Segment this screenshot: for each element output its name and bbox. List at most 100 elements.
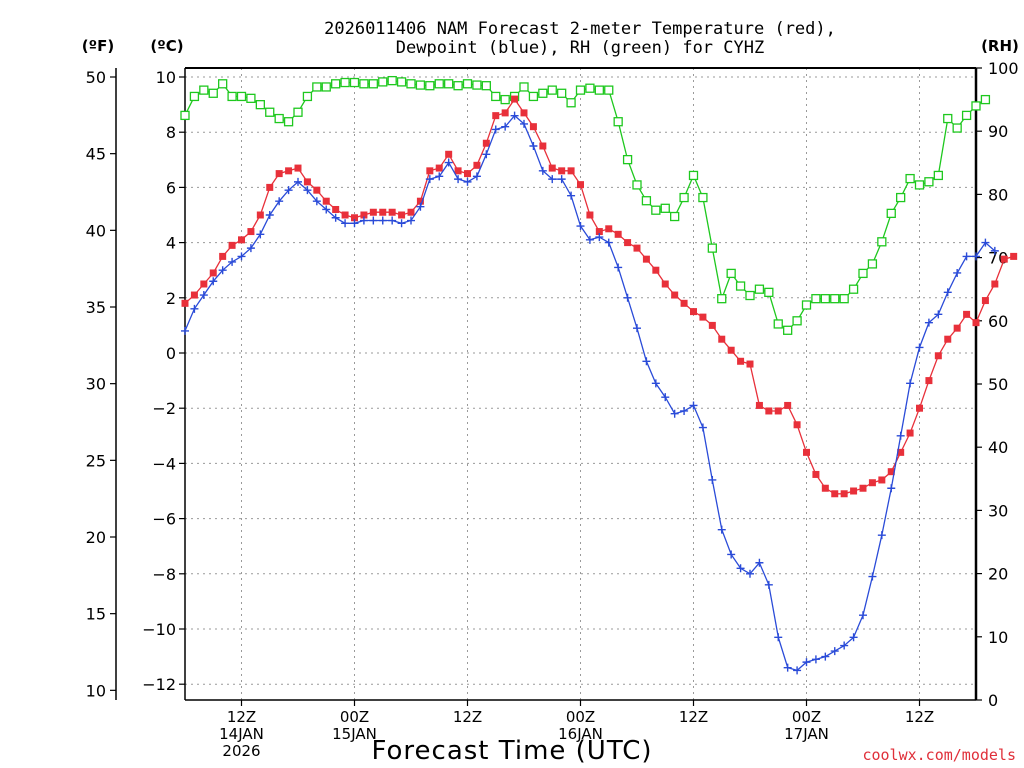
rh-tick-label: 20 — [988, 565, 1008, 584]
rh-point — [867, 259, 878, 269]
temperature-point — [765, 407, 773, 415]
dewpoint-point — [576, 222, 585, 231]
temperature-point — [219, 252, 227, 260]
rh-point — [792, 316, 802, 326]
dewpoint-point — [727, 550, 736, 559]
dewpoint-point — [538, 166, 547, 175]
x-tick-label: 00Z — [792, 708, 821, 726]
dewpoint-point — [924, 318, 933, 327]
temperature-point — [539, 142, 547, 150]
rh-point — [877, 237, 887, 247]
dewpoint-point — [840, 641, 849, 650]
dewpoint-point — [651, 379, 660, 388]
temperature-point — [445, 150, 453, 158]
rh-point — [189, 91, 200, 102]
temperature-point — [680, 299, 688, 307]
rh-point — [378, 77, 388, 87]
temperature-point — [360, 211, 368, 219]
rh-point — [670, 211, 680, 222]
fahrenheit-axis-label: (ºF) — [82, 37, 114, 55]
rh-point — [453, 81, 463, 91]
rh-point — [246, 93, 256, 103]
rh-point — [265, 107, 275, 117]
dewpoint-point — [284, 186, 293, 195]
rh-point — [764, 287, 774, 298]
temperature-point — [755, 401, 763, 409]
dewpoint-point — [896, 431, 905, 440]
rh-point — [613, 117, 623, 127]
credit-text: coolwx.com/models — [862, 746, 1016, 764]
rh-tick-label: 90 — [988, 122, 1008, 141]
dewpoint-point — [849, 633, 858, 642]
rh-point — [717, 294, 727, 304]
rh-point — [274, 113, 284, 124]
rh-point — [905, 173, 915, 184]
rh-point — [585, 83, 595, 93]
rh-tick-label: 50 — [988, 375, 1008, 394]
rh-point — [481, 81, 491, 91]
x-axis-title: Forecast Time (UTC) — [371, 736, 652, 766]
dewpoint-point — [708, 475, 717, 484]
dewpoint-point — [717, 525, 726, 534]
temperature-point — [887, 468, 895, 476]
rh-tick-label: 60 — [988, 312, 1008, 331]
temperature-point — [934, 352, 942, 360]
dewpoint-point — [736, 564, 745, 573]
rh-point — [811, 294, 821, 304]
dewpoint-point — [811, 655, 820, 664]
rh-tick-label: 0 — [988, 691, 998, 710]
rh-point — [218, 79, 228, 89]
x-tick-label: 16JAN — [558, 725, 603, 743]
x-tick-label: 15JAN — [332, 725, 377, 743]
rh-tick-label: 10 — [988, 628, 1008, 647]
rh-point — [848, 284, 859, 294]
rh-point — [641, 196, 652, 206]
dewpoint-point — [567, 191, 576, 200]
temperature-point — [878, 476, 886, 484]
temperature-point — [482, 139, 490, 147]
dewpoint-point — [303, 186, 312, 195]
temperature-point — [963, 310, 971, 318]
temperature-point — [661, 280, 669, 288]
dewpoint-point — [237, 252, 246, 261]
temperature-point — [605, 225, 613, 233]
dewpoint-point — [614, 263, 623, 272]
temperature-point — [238, 236, 245, 244]
temperature-point — [294, 164, 302, 172]
rh-point — [961, 110, 972, 121]
dewpoint-point — [407, 216, 415, 225]
temperature-point — [821, 484, 829, 492]
dewpoint-point — [350, 219, 359, 228]
dewpoint-point — [764, 580, 773, 589]
temperature-point — [567, 167, 575, 175]
fahrenheit-tick-label: 35 — [86, 298, 106, 317]
temperature-point — [586, 211, 594, 219]
celsius-tick-label: 2 — [166, 289, 176, 308]
dewpoint-point — [397, 219, 406, 228]
dewpoint-point — [209, 277, 218, 286]
fahrenheit-tick-label: 25 — [86, 451, 106, 470]
temperature-point — [247, 228, 255, 236]
temperature-point — [209, 269, 217, 277]
temperature-point — [831, 490, 839, 498]
rh-point — [425, 81, 435, 91]
rh-point — [971, 101, 981, 111]
rh-point — [773, 319, 783, 329]
dewpoint-series — [181, 111, 999, 675]
dewpoint-point — [520, 119, 528, 128]
temperature-point — [642, 255, 650, 263]
rh-point — [943, 113, 953, 124]
temperature-point — [332, 205, 340, 213]
dewpoint-point — [698, 423, 707, 432]
celsius-tick-label: −10 — [142, 620, 176, 639]
temperature-point — [529, 123, 537, 131]
dewpoint-line — [184, 114, 996, 672]
x-tick-label: 12Z — [227, 708, 256, 726]
dewpoint-point — [661, 393, 670, 402]
dewpoint-point — [595, 233, 604, 242]
rh-point — [660, 203, 670, 213]
rh-point — [698, 192, 708, 203]
rh-point — [651, 205, 661, 215]
rh-point — [924, 177, 934, 187]
